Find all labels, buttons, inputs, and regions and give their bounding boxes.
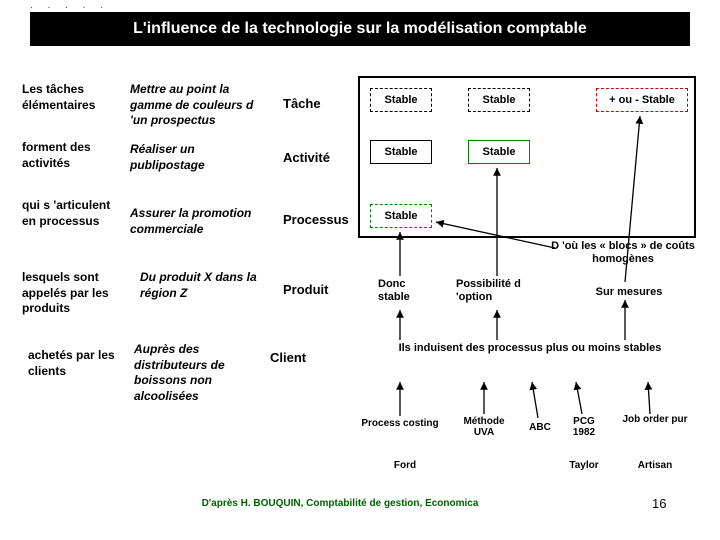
type-tache: Tâche (283, 96, 321, 111)
note-homogenes: D 'où les « blocs » de coûts homogènes (548, 240, 698, 266)
method-uva: Méthode UVA (454, 416, 514, 438)
left-label-processus: qui s 'articulent en processus (22, 198, 127, 229)
desc-client: Auprès des distributeurs de boissons non… (134, 342, 264, 404)
citation: D'après H. BOUQUIN, Comptabilité de gest… (160, 498, 520, 509)
desc-tache: Mettre au point la gamme de couleurs d '… (130, 82, 260, 129)
name-ford: Ford (385, 460, 425, 471)
box-r2c2-text: Stable (482, 146, 515, 158)
method-process-costing: Process costing (350, 418, 450, 429)
name-taylor: Taylor (564, 460, 604, 471)
left-label-produits: lesquels sont appelés par les produits (22, 270, 127, 317)
desc-processus: Assurer la promotion commerciale (130, 206, 260, 237)
method-abc: ABC (520, 422, 560, 433)
type-produit: Produit (283, 282, 329, 297)
left-label-activites: forment des activités (22, 140, 127, 171)
box-r2c1: Stable (370, 140, 432, 164)
client-note: Ils induisent des processus plus ou moin… (370, 342, 690, 355)
type-activite: Activité (283, 150, 330, 165)
type-processus: Processus (283, 212, 349, 227)
box-r3c1-text: Stable (384, 210, 417, 222)
page-title: L'influence de la technologie sur la mod… (133, 20, 587, 38)
left-label-clients: achetés par les clients (28, 348, 133, 379)
box-r1c1: Stable (370, 88, 432, 112)
produit-c3: Sur mesures (584, 286, 674, 299)
box-r1c2-text: Stable (482, 94, 515, 106)
page-number: 16 (652, 496, 666, 511)
decorative-dots: . . . . . (30, 0, 109, 11)
title-bar: L'influence de la technologie sur la mod… (30, 12, 690, 46)
produit-c2: Possibilité d 'option (456, 278, 536, 304)
name-artisan: Artisan (630, 460, 680, 471)
box-r1c1-text: Stable (384, 94, 417, 106)
box-r2c1-text: Stable (384, 146, 417, 158)
box-r1c3-text: + ou - Stable (609, 94, 675, 106)
desc-activite: Réaliser un publipostage (130, 142, 260, 173)
box-r3c1: Stable (370, 204, 432, 228)
method-joborder: Job order pur (620, 414, 690, 425)
type-client: Client (270, 350, 306, 365)
box-r1c2: Stable (468, 88, 530, 112)
box-r2c2: Stable (468, 140, 530, 164)
method-pcg: PCG 1982 (564, 416, 604, 438)
left-label-taches: Les tâches élémentaires (22, 82, 127, 113)
box-r1c3: + ou - Stable (596, 88, 688, 112)
produit-c1: Donc stable (378, 278, 428, 304)
desc-produit: Du produit X dans la région Z (140, 270, 270, 301)
